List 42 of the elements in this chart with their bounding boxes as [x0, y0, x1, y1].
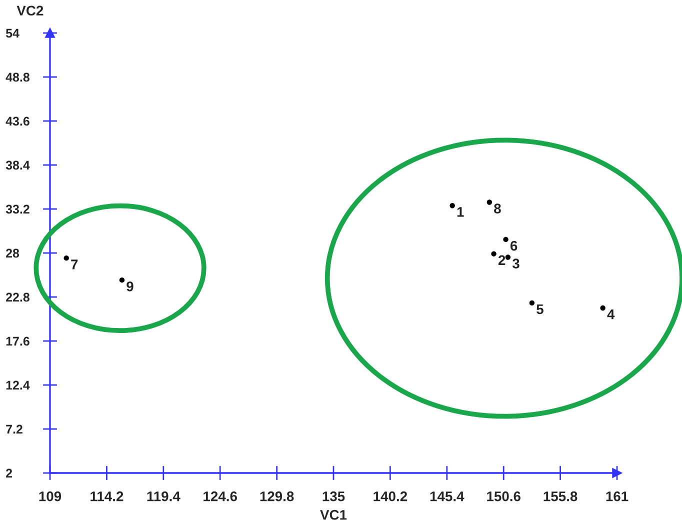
- x-tick-label: 135: [322, 491, 345, 502]
- y-tick-label: 7.2: [6, 424, 22, 434]
- x-tick-label: 109: [39, 491, 62, 502]
- point: [450, 203, 455, 208]
- y-tick-label: 22.8: [6, 292, 30, 302]
- x-tick-label: 145.4: [430, 492, 464, 502]
- x-tick-label: 119.4: [147, 491, 180, 502]
- x-tick-label: 150.6: [487, 491, 520, 502]
- y-tick-label: 43.6: [6, 116, 30, 126]
- point: [600, 305, 606, 311]
- annotation: 9: [126, 281, 134, 292]
- x-axis-title: VC1: [320, 510, 347, 520]
- x-tick-label: 124.6: [204, 491, 237, 502]
- annotation: 7: [71, 260, 78, 270]
- annotation: 1: [457, 207, 464, 217]
- annotation: 5: [536, 304, 544, 314]
- y-tick-label: 12.4: [6, 380, 30, 390]
- point: [491, 251, 496, 256]
- point: [64, 255, 69, 261]
- annotation: 4: [607, 310, 615, 320]
- y-tick-label: 48.8: [6, 72, 30, 82]
- x-tick-label: 129.8: [260, 491, 294, 502]
- x-tick-label: 161: [606, 491, 628, 502]
- point: [505, 254, 511, 260]
- y-tick-label: 33.2: [6, 204, 30, 214]
- y-axis-title: VC2: [16, 6, 44, 16]
- x-tick-label: 114.2: [90, 491, 124, 502]
- y-tick-label: 2: [6, 468, 12, 478]
- annotation: 3: [512, 258, 520, 268]
- point: [486, 200, 492, 205]
- point: [119, 277, 125, 283]
- point: [503, 236, 508, 242]
- annotation: 6: [510, 240, 518, 251]
- x-tick-label: 140.2: [374, 491, 408, 502]
- annotation: 2: [498, 255, 506, 265]
- y-tick-label: 17.6: [6, 336, 30, 346]
- y-tick-label: 28: [6, 248, 20, 258]
- annotation: 8: [494, 204, 501, 214]
- point: [529, 300, 535, 306]
- y-tick-label: 38.4: [6, 160, 30, 170]
- y-tick-label: 54: [6, 28, 20, 38]
- x-tick-label: 155.8: [544, 491, 578, 502]
